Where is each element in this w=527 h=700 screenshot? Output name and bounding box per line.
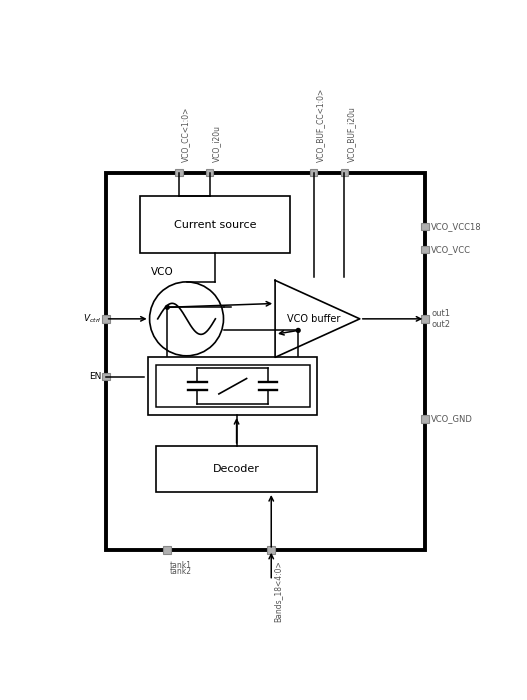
Text: VCO_VCC18: VCO_VCC18 <box>432 222 482 231</box>
Bar <box>102 372 110 381</box>
Circle shape <box>165 305 169 309</box>
Text: VCO_BUF_i20u: VCO_BUF_i20u <box>347 106 356 162</box>
Bar <box>267 546 275 554</box>
Text: Decoder: Decoder <box>213 464 260 474</box>
Text: VCO: VCO <box>151 267 174 277</box>
Text: VCO_GND: VCO_GND <box>432 414 473 424</box>
Bar <box>422 223 429 230</box>
Bar <box>106 172 425 550</box>
Text: $V_{ctrl}$: $V_{ctrl}$ <box>83 313 101 325</box>
Text: Current source: Current source <box>174 220 257 230</box>
Text: VCO_CC<1:0>: VCO_CC<1:0> <box>181 106 190 162</box>
Text: tank2: tank2 <box>170 567 192 576</box>
Bar <box>156 365 310 407</box>
Text: VCO_BUF_CC<1:0>: VCO_BUF_CC<1:0> <box>316 88 325 162</box>
Bar <box>102 315 110 323</box>
Bar <box>148 357 317 415</box>
Text: Bands_18<4:0>: Bands_18<4:0> <box>274 561 282 622</box>
Text: out1
out2: out1 out2 <box>432 309 451 328</box>
Text: VCO_i20u: VCO_i20u <box>212 125 221 162</box>
Text: VCO_VCC: VCO_VCC <box>432 245 472 254</box>
Bar <box>163 546 171 554</box>
Bar <box>422 315 429 323</box>
Bar <box>422 246 429 253</box>
Circle shape <box>296 328 300 332</box>
Bar <box>310 169 317 176</box>
Bar <box>340 169 348 176</box>
Text: tank1: tank1 <box>170 561 192 570</box>
Bar <box>140 195 290 253</box>
Bar <box>175 169 183 176</box>
Bar <box>156 446 317 492</box>
Bar <box>206 169 213 176</box>
Bar <box>422 415 429 423</box>
Text: VCO buffer: VCO buffer <box>287 314 340 324</box>
Text: EN: EN <box>89 372 101 381</box>
